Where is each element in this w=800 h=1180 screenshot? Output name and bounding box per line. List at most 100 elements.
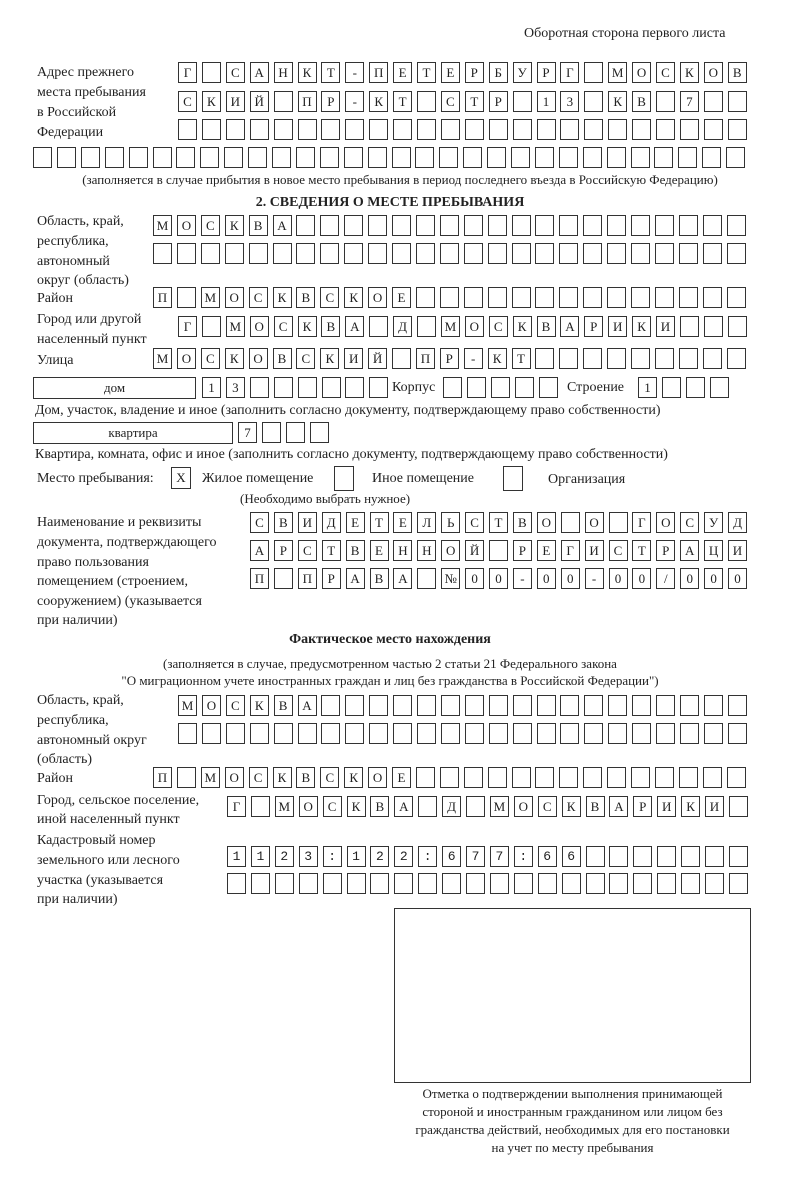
char-cell[interactable]: М: [608, 62, 628, 83]
char-cell[interactable]: Т: [632, 540, 652, 561]
char-cell[interactable]: А: [394, 796, 414, 817]
checkbox-residential[interactable]: X: [171, 467, 191, 489]
char-cell[interactable]: [513, 846, 533, 867]
char-cell[interactable]: [201, 119, 221, 140]
char-cell[interactable]: [487, 767, 507, 788]
char-cell[interactable]: К: [320, 348, 340, 369]
char-cell[interactable]: [249, 377, 269, 398]
char-cell[interactable]: [584, 62, 604, 83]
char-cell[interactable]: [583, 243, 603, 264]
char-cell[interactable]: [514, 377, 534, 398]
char-cell[interactable]: [296, 243, 316, 264]
char-cell[interactable]: К: [369, 91, 389, 112]
char-cell[interactable]: [582, 147, 602, 168]
char-cell[interactable]: [608, 695, 628, 716]
char-cell[interactable]: С: [608, 540, 628, 561]
char-cell[interactable]: О: [464, 316, 484, 337]
char-cell[interactable]: А: [272, 215, 292, 236]
char-cell[interactable]: [702, 287, 722, 308]
char-cell[interactable]: [225, 723, 245, 744]
char-cell[interactable]: П: [153, 767, 172, 788]
char-cell[interactable]: Р: [321, 568, 341, 589]
char-cell[interactable]: И: [705, 796, 724, 817]
char-cell[interactable]: В: [248, 215, 268, 236]
char-cell[interactable]: К: [224, 215, 244, 236]
char-cell[interactable]: [417, 316, 436, 337]
char-cell[interactable]: [678, 243, 698, 264]
char-cell[interactable]: [176, 243, 196, 264]
char-cell[interactable]: [726, 243, 746, 264]
char-cell[interactable]: [466, 873, 485, 894]
char-cell[interactable]: Е: [369, 540, 389, 561]
checkbox-other-premises[interactable]: [334, 466, 354, 491]
char-cell[interactable]: /: [656, 568, 676, 589]
char-cell[interactable]: О: [176, 215, 196, 236]
char-cell[interactable]: Й: [249, 91, 269, 112]
char-cell[interactable]: [631, 243, 650, 264]
char-cell[interactable]: [225, 119, 245, 140]
char-cell[interactable]: [631, 287, 650, 308]
char-cell[interactable]: А: [560, 316, 580, 337]
char-cell[interactable]: [466, 796, 485, 817]
char-cell[interactable]: С: [250, 512, 269, 533]
char-cell[interactable]: [727, 91, 747, 112]
char-cell[interactable]: А: [680, 540, 700, 561]
char-cell[interactable]: [583, 767, 603, 788]
char-cell[interactable]: [418, 873, 438, 894]
char-cell[interactable]: Й: [465, 540, 485, 561]
char-cell[interactable]: Т: [369, 512, 389, 533]
char-cell[interactable]: [369, 377, 389, 398]
char-cell[interactable]: [631, 767, 650, 788]
char-cell[interactable]: [633, 873, 653, 894]
char-cell[interactable]: [322, 846, 342, 867]
char-cell[interactable]: [703, 91, 723, 112]
char-cell[interactable]: [585, 873, 605, 894]
char-cell[interactable]: П: [415, 348, 435, 369]
char-cell[interactable]: [369, 695, 389, 716]
char-cell[interactable]: [678, 287, 698, 308]
char-cell[interactable]: В: [296, 767, 316, 788]
char-cell[interactable]: 1: [202, 377, 221, 398]
char-cell[interactable]: [561, 873, 581, 894]
char-cell[interactable]: [584, 119, 604, 140]
char-cell[interactable]: П: [297, 568, 317, 589]
char-cell[interactable]: В: [273, 695, 293, 716]
char-cell[interactable]: Е: [393, 62, 413, 83]
char-cell[interactable]: М: [153, 215, 172, 236]
char-cell[interactable]: [702, 767, 722, 788]
char-cell[interactable]: А: [609, 796, 629, 817]
char-cell[interactable]: [685, 377, 705, 398]
char-cell[interactable]: 0: [608, 568, 628, 589]
char-cell[interactable]: [681, 846, 701, 867]
char-cell[interactable]: В: [296, 287, 316, 308]
char-cell[interactable]: [561, 846, 581, 867]
char-cell[interactable]: [464, 119, 484, 140]
char-cell[interactable]: [654, 215, 674, 236]
char-cell[interactable]: [487, 215, 507, 236]
char-cell[interactable]: [415, 243, 435, 264]
char-cell[interactable]: 0: [465, 568, 485, 589]
char-cell[interactable]: [678, 767, 698, 788]
char-cell[interactable]: [418, 796, 438, 817]
char-cell[interactable]: [274, 846, 294, 867]
char-cell[interactable]: [487, 287, 507, 308]
char-cell[interactable]: [656, 695, 675, 716]
char-cell[interactable]: В: [585, 796, 605, 817]
char-cell[interactable]: [224, 147, 244, 168]
char-cell[interactable]: Р: [464, 62, 484, 83]
char-cell[interactable]: В: [632, 91, 652, 112]
char-cell[interactable]: С: [320, 767, 340, 788]
char-cell[interactable]: И: [656, 316, 675, 337]
char-cell[interactable]: [391, 147, 411, 168]
char-cell[interactable]: [583, 348, 603, 369]
char-cell[interactable]: [703, 119, 723, 140]
char-cell[interactable]: [511, 215, 531, 236]
char-cell[interactable]: П: [297, 91, 317, 112]
char-cell[interactable]: [439, 243, 459, 264]
char-cell[interactable]: [727, 723, 747, 744]
char-cell[interactable]: [248, 147, 268, 168]
char-cell[interactable]: М: [225, 316, 245, 337]
char-cell[interactable]: О: [224, 767, 244, 788]
char-cell[interactable]: [440, 119, 460, 140]
char-cell[interactable]: Т: [511, 348, 531, 369]
